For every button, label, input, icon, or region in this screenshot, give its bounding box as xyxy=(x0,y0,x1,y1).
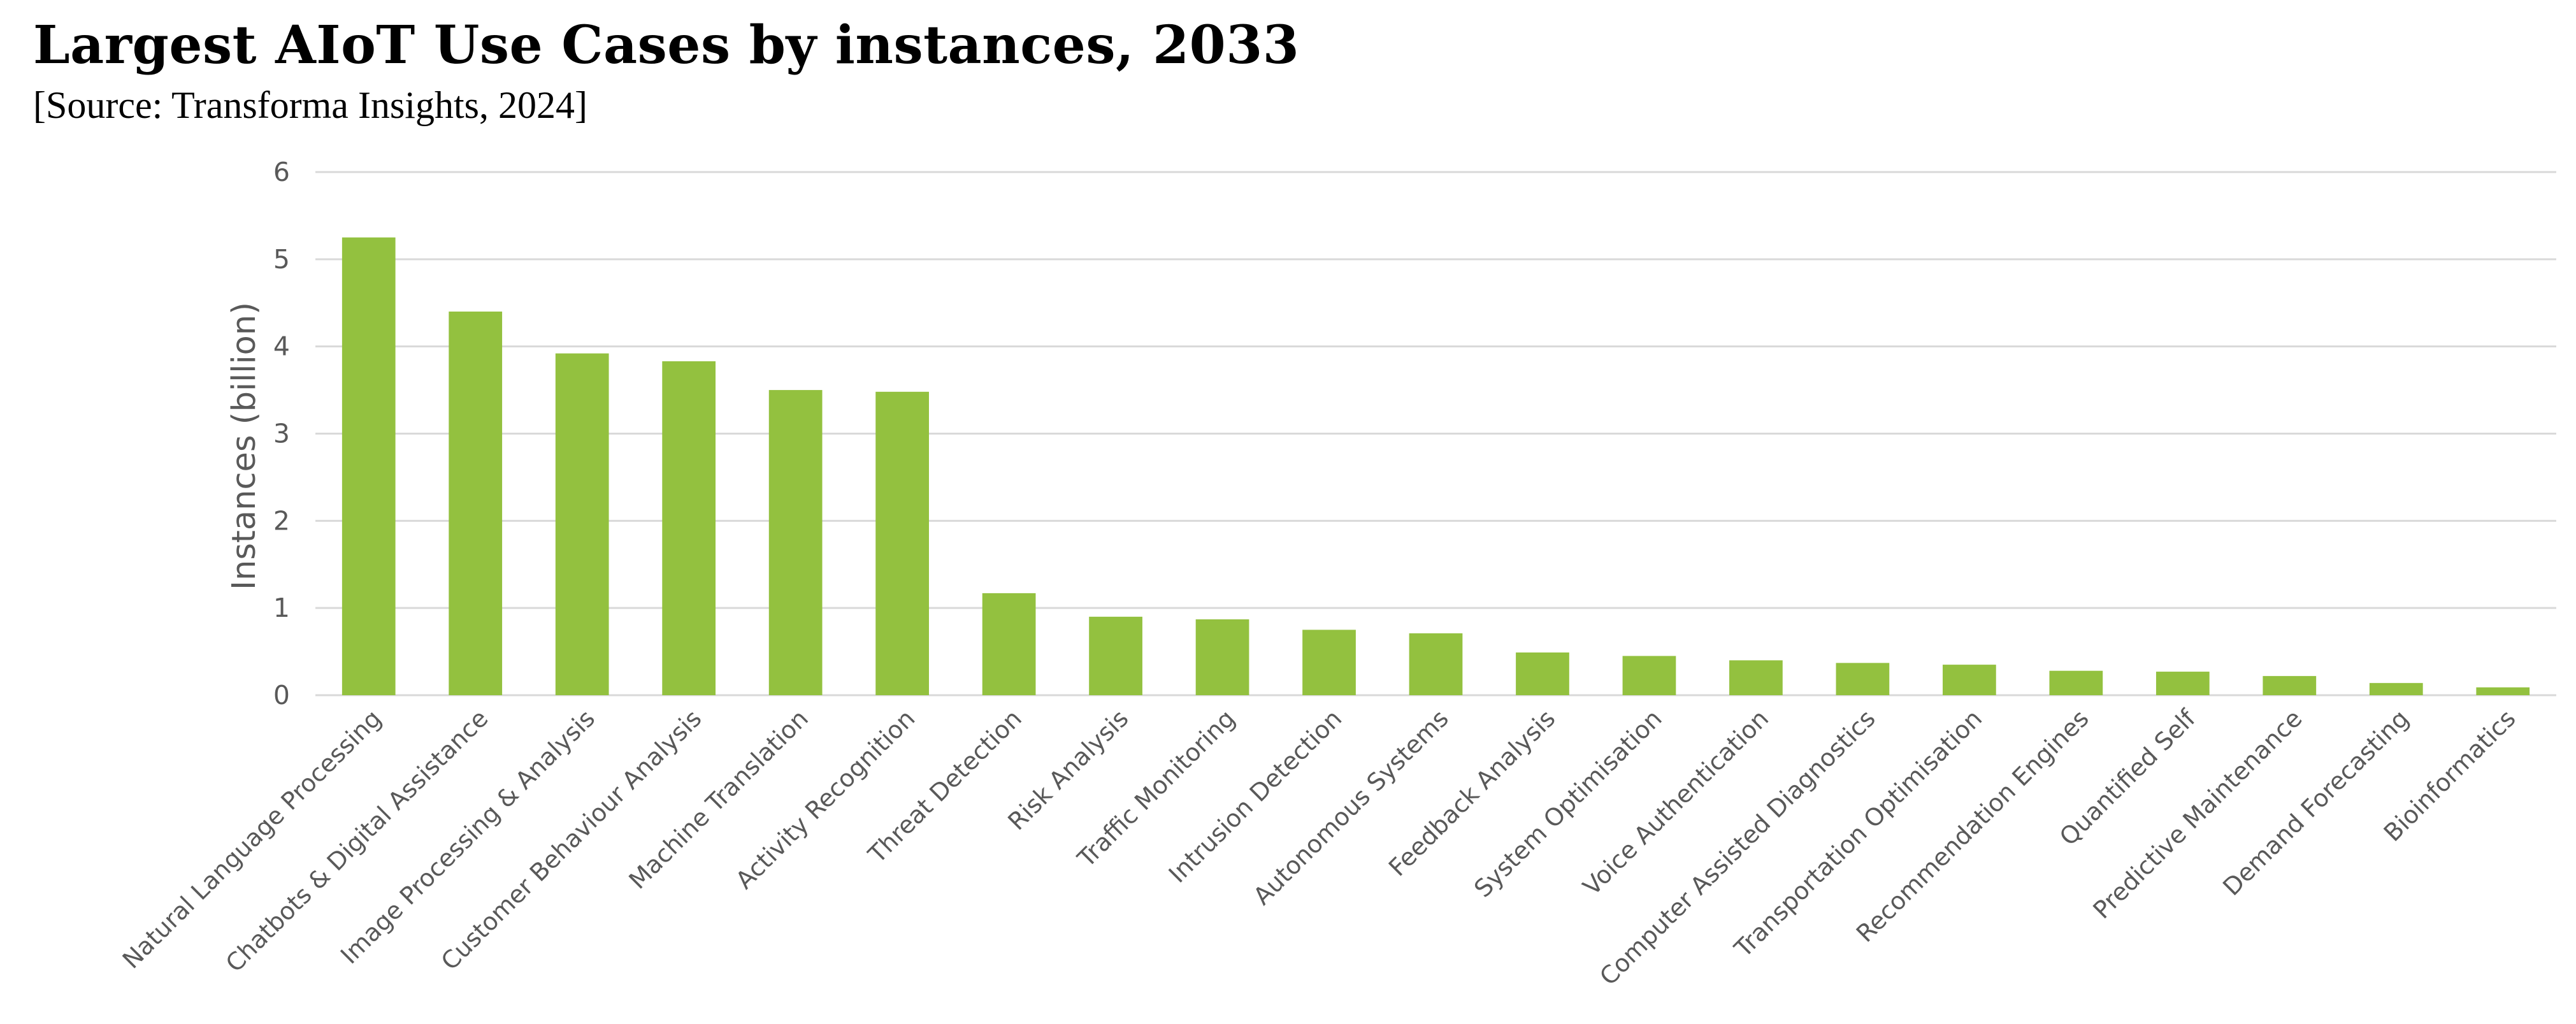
y-tick-label: 0 xyxy=(273,680,290,710)
chart-title: Largest AIoT Use Cases by instances, 203… xyxy=(33,15,1300,76)
y-axis-label: Instances (billion) xyxy=(226,302,263,590)
bar xyxy=(1622,656,1676,695)
y-axis-ticks: 0 1 2 3 4 5 6 xyxy=(273,157,290,710)
bar xyxy=(2476,687,2530,695)
x-tick-label: Predictive Maintenance xyxy=(2088,704,2308,924)
y-tick-label: 1 xyxy=(273,593,290,623)
gridlines xyxy=(315,171,2556,696)
bar xyxy=(662,361,716,695)
bar xyxy=(555,353,609,695)
bar xyxy=(1836,663,1890,695)
y-tick-label: 5 xyxy=(273,244,290,275)
y-tick-label: 6 xyxy=(273,157,290,187)
x-tick-label: Voice Authentication xyxy=(1578,704,1774,900)
y-tick-label: 2 xyxy=(273,505,290,536)
x-tick-label: Intrusion Detection xyxy=(1163,704,1348,888)
bar xyxy=(2263,675,2317,695)
bar xyxy=(1089,616,1142,695)
x-tick-label: Autonomous Systems xyxy=(1248,704,1454,910)
bar xyxy=(1302,630,1356,695)
bar xyxy=(875,391,929,695)
bar xyxy=(1943,665,1996,695)
x-tick-label: System Optimisation xyxy=(1469,704,1667,903)
y-tick-label: 4 xyxy=(273,331,290,362)
bar xyxy=(2369,682,2423,695)
bar xyxy=(982,593,1036,695)
bar xyxy=(342,237,396,695)
y-tick-label: 3 xyxy=(273,419,290,449)
bar xyxy=(1409,633,1463,695)
bar xyxy=(1195,619,1249,695)
chart-source: [Source: Transforma Insights, 2024] xyxy=(33,84,587,126)
bars xyxy=(342,237,2530,695)
bar xyxy=(768,390,823,695)
bar xyxy=(2049,670,2103,695)
bar xyxy=(2155,672,2210,695)
bar xyxy=(1516,652,1569,695)
x-tick-label: Activity Recognition xyxy=(730,704,920,894)
x-tick-label: Machine Translation xyxy=(623,704,814,895)
x-tick-label: Demand Forecasting xyxy=(2217,704,2414,901)
bar xyxy=(1729,660,1783,695)
bar xyxy=(449,311,503,695)
x-tick-label: Recommendation Engines xyxy=(1851,704,2094,948)
